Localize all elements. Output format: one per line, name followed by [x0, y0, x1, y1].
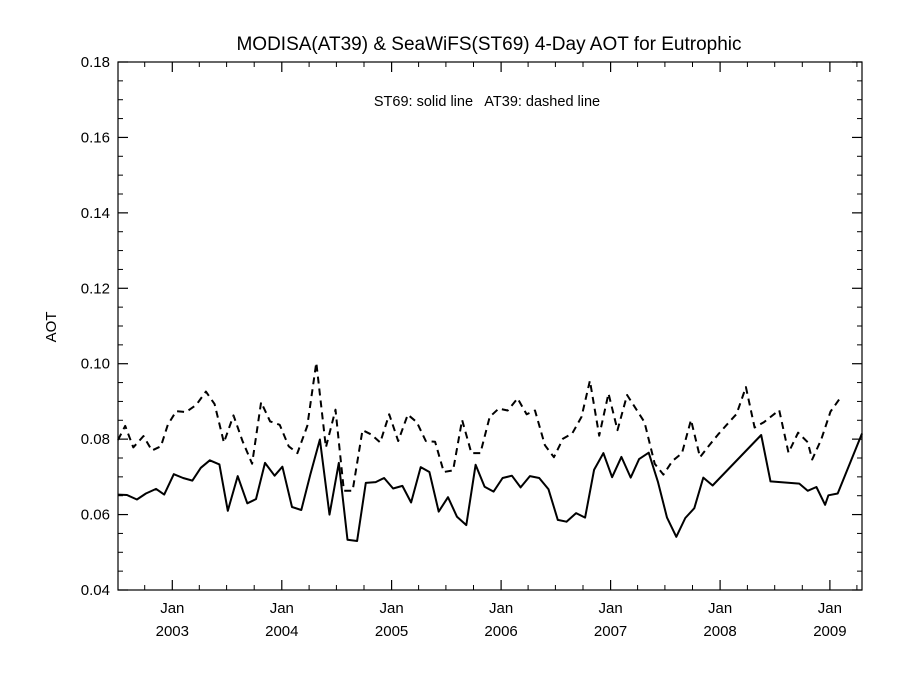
- x-tick-year-label: 2006: [484, 623, 517, 640]
- x-tick-month-label: Jan: [380, 600, 404, 617]
- y-axis: 0.04 0.06 0.08 0.10 0.12 0.14 0.16 0.18: [81, 54, 862, 599]
- y-tick-label: 0.16: [81, 129, 110, 146]
- x-tick-month-label: Jan: [818, 600, 842, 617]
- x-tick-month-label: Jan: [708, 600, 732, 617]
- x-tick-month-label: Jan: [270, 600, 294, 617]
- x-axis: Jan 2003 Jan 2004 Jan 2005 Jan 2006 Jan 2007 Jan 20…: [144, 62, 858, 640]
- series-line-at39: [117, 361, 842, 492]
- y-tick-label: 0.10: [81, 356, 110, 373]
- line-style-annotation: ST69: solid line AT39: dashed line: [374, 94, 600, 110]
- chart-title: MODISA(AT39) & SeaWiFS(ST69) 4-Day AOT f…: [236, 34, 741, 55]
- y-axis-label: AOT: [43, 312, 60, 343]
- y-tick-label: 0.04: [81, 582, 110, 599]
- x-tick-year-label: 2003: [156, 623, 189, 640]
- x-tick-year-label: 2008: [703, 623, 736, 640]
- y-tick-label: 0.08: [81, 431, 110, 448]
- y-tick-label: 0.06: [81, 507, 110, 524]
- x-tick-month-label: Jan: [599, 600, 623, 617]
- x-tick-year-label: 2009: [813, 623, 846, 640]
- y-tick-label: 0.18: [81, 54, 110, 71]
- y-tick-label: 0.12: [81, 280, 110, 297]
- series-line-st69: [117, 433, 863, 542]
- x-tick-month-label: Jan: [160, 600, 184, 617]
- plot-frame: [117, 61, 863, 591]
- y-tick-label: 0.14: [81, 205, 110, 222]
- x-tick-year-label: 2005: [375, 623, 408, 640]
- x-tick-month-label: Jan: [489, 600, 513, 617]
- x-tick-year-label: 2007: [594, 623, 627, 640]
- x-tick-year-label: 2004: [265, 623, 298, 640]
- series-layer: [117, 361, 863, 542]
